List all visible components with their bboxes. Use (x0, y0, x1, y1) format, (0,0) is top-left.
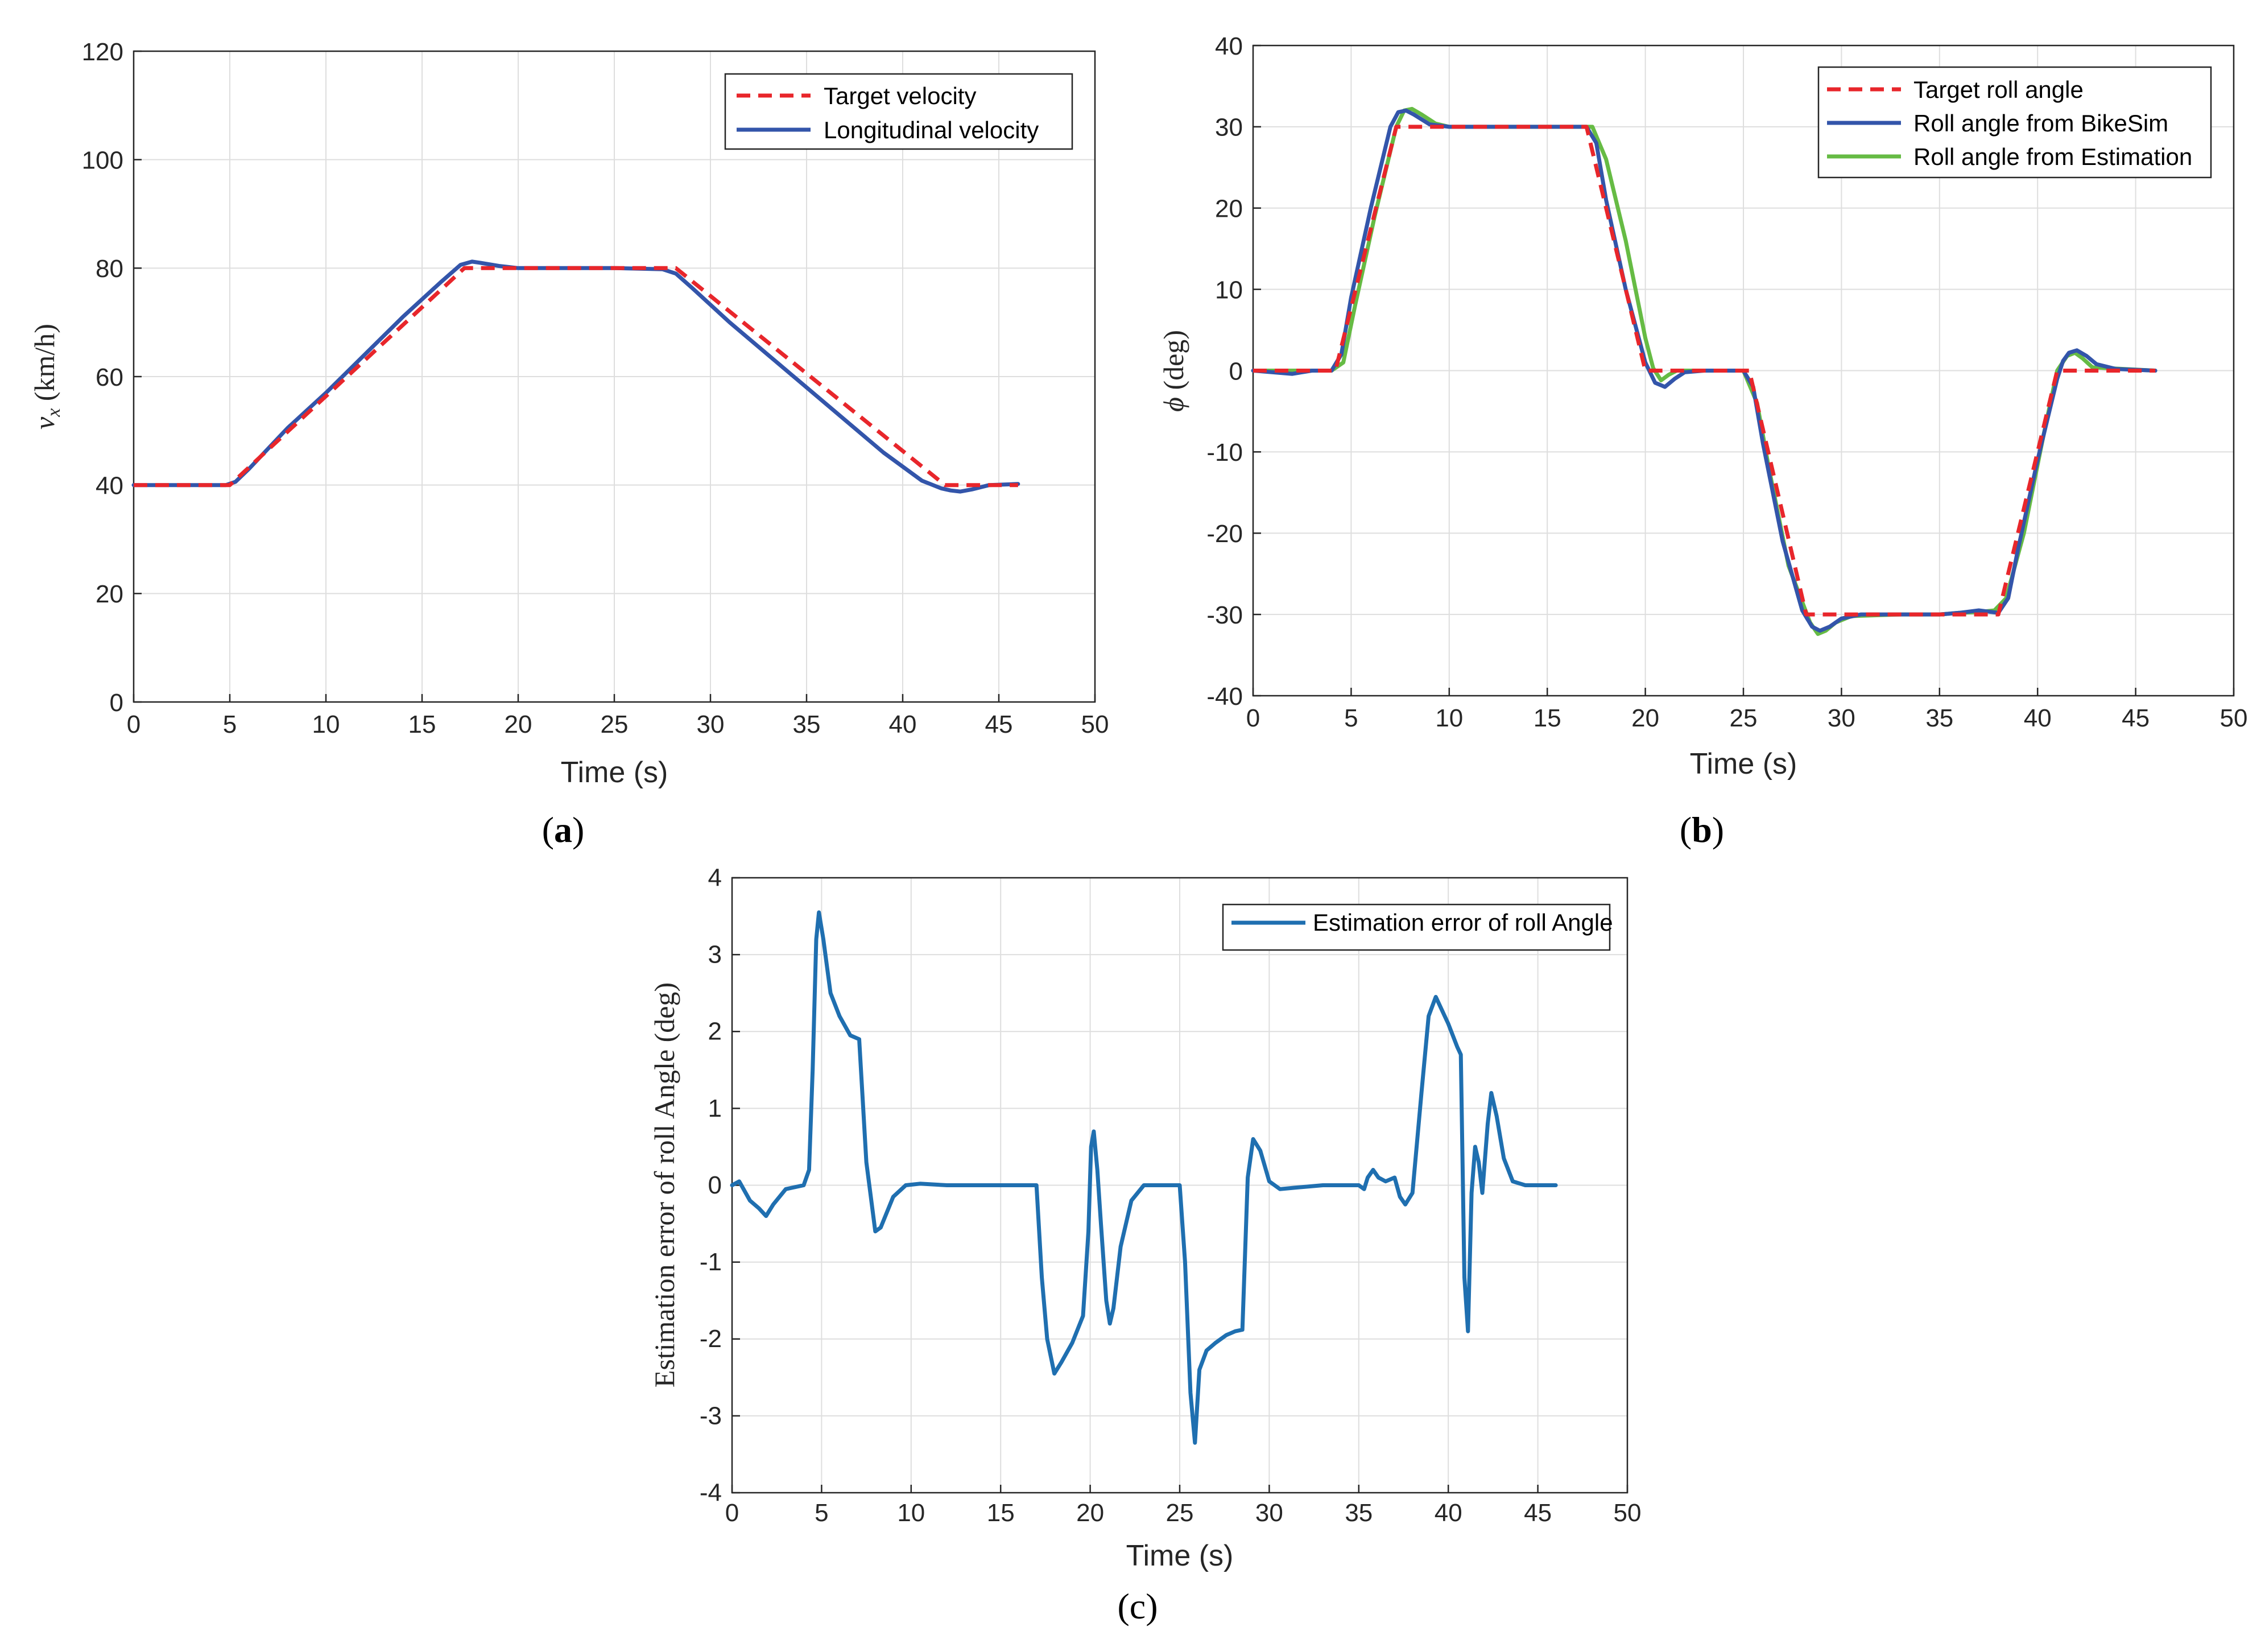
panel-b-ylabel-unit: (deg) (1158, 330, 1189, 397)
y-tick-label: 80 (96, 255, 123, 283)
y-tick-label: 0 (708, 1171, 722, 1199)
x-tick-label: 0 (1246, 704, 1260, 732)
y-tick-label: -10 (1206, 439, 1243, 466)
panel-c-ylabel: Estimation error of roll Angle (deg) (648, 982, 680, 1387)
y-tick-label: 1 (708, 1095, 722, 1122)
x-tick-label: 35 (793, 711, 821, 738)
panel-a-caption: (a) (542, 810, 585, 850)
panel-a-ylabel-unit: (km/h) (28, 324, 60, 408)
x-tick-label: 40 (1435, 1499, 1462, 1527)
x-tick-label: 40 (2024, 704, 2052, 732)
x-tick-label: 30 (1828, 704, 1855, 732)
y-tick-label: -40 (1206, 683, 1243, 711)
series-line-target-roll-angle (1253, 125, 2156, 617)
panel-b-ticks: 0 5 10 15 20 25 30 35 40 45 50 -40 -30 -20 -10 0 10 20 30 4… (1206, 32, 2247, 732)
y-tick-label: 120 (82, 38, 123, 66)
x-tick-label: 25 (601, 711, 629, 738)
x-tick-label: 20 (1631, 704, 1659, 732)
panel-a-velocity: 0 5 10 15 20 25 30 35 40 45 50 0 20 40 60 80 100 120 Time… (28, 38, 1109, 850)
panel-b-roll-angle: 0 5 10 15 20 25 30 35 40 45 50 -40 -30 -20 -10 0 10 20 30 4… (1158, 32, 2247, 850)
x-tick-label: 50 (2220, 704, 2248, 732)
panel-c-legend: Estimation error of roll Angle (1222, 903, 1613, 951)
y-tick-label: 20 (1215, 195, 1243, 223)
x-tick-label: 15 (408, 711, 436, 738)
panel-c-xlabel: Time (s) (1126, 1539, 1234, 1572)
panel-a-series (131, 259, 1020, 494)
panel-a-ylabel: vx (km/h) (28, 324, 64, 429)
series-line-target-velocity (134, 266, 1018, 488)
y-tick-label: -4 (700, 1478, 722, 1506)
panel-c-ticks: 0 5 10 15 20 25 30 35 40 45 50 -4 -3 -2 -1 0 1 2 3 4 (700, 864, 1642, 1527)
x-tick-label: 40 (889, 711, 917, 738)
panel-c-legend-box (1222, 903, 1611, 951)
x-tick-label: 35 (1925, 704, 1953, 732)
legend-estimation-error: Estimation error of roll Angle (1313, 909, 1613, 936)
panel-a-xlabel: Time (s) (561, 756, 668, 789)
x-tick-label: 30 (697, 711, 725, 738)
x-tick-label: 10 (1435, 704, 1463, 732)
y-tick-label: 60 (96, 364, 123, 391)
y-tick-label: 2 (708, 1018, 722, 1046)
panel-b-ylabel-symbol: ϕ (1158, 397, 1189, 412)
panel-a-ticks: 0 5 10 15 20 25 30 35 40 45 50 0 20 40 60 80 100 120 (82, 38, 1109, 738)
x-tick-label: 50 (1614, 1499, 1642, 1527)
x-tick-label: 50 (1081, 711, 1109, 738)
x-tick-label: 5 (223, 711, 237, 738)
x-tick-label: 0 (725, 1499, 739, 1527)
y-tick-label: 100 (82, 147, 123, 175)
y-tick-label: 3 (708, 941, 722, 969)
legend-longitudinal-velocity: Longitudinal velocity (824, 117, 1039, 143)
y-tick-label: -30 (1206, 601, 1243, 629)
y-tick-label: -3 (700, 1402, 722, 1430)
y-tick-label: 0 (110, 689, 123, 717)
y-tick-label: 10 (1215, 276, 1243, 304)
panel-b-caption: (b) (1680, 810, 1724, 850)
series-line-estimation-error-of-roll-angle (730, 910, 1558, 1445)
x-tick-label: 45 (1524, 1499, 1552, 1527)
x-tick-label: 45 (985, 711, 1013, 738)
legend-roll-angle-estimation: Roll angle from Estimation (1913, 143, 2192, 170)
x-tick-label: 25 (1730, 704, 1758, 732)
x-tick-label: 5 (1344, 704, 1358, 732)
panel-a-legend: Target velocity Longitudinal velocity (724, 73, 1073, 150)
y-tick-label: -20 (1206, 520, 1243, 548)
panel-b-ylabel: ϕ (deg) (1158, 330, 1189, 412)
panel-c-estimation-error: 0 5 10 15 20 25 30 35 40 45 50 -4 -3 -2 -1 0 1 2 3 4 Time (… (648, 864, 1641, 1626)
y-tick-label: 20 (96, 580, 123, 608)
x-tick-label: 15 (1534, 704, 1561, 732)
panel-c-caption: (c) (1117, 1586, 1158, 1626)
panel-b-xlabel: Time (s) (1690, 747, 1797, 780)
x-tick-label: 10 (312, 711, 340, 738)
x-tick-label: 45 (2122, 704, 2150, 732)
legend-target-velocity: Target velocity (824, 82, 976, 109)
panel-a-legend-box (724, 73, 1073, 150)
panel-b-series (1251, 106, 2157, 636)
y-tick-label: 30 (1215, 114, 1243, 142)
x-tick-label: 20 (505, 711, 532, 738)
x-tick-label: 25 (1166, 1499, 1194, 1527)
x-tick-label: 20 (1076, 1499, 1104, 1527)
legend-target-roll-angle: Target roll angle (1913, 76, 2084, 103)
y-tick-label: -1 (700, 1248, 722, 1276)
x-tick-label: 10 (897, 1499, 925, 1527)
x-tick-label: 5 (815, 1499, 828, 1527)
y-tick-label: -2 (700, 1325, 722, 1353)
y-tick-label: 0 (1229, 357, 1243, 385)
y-tick-label: 40 (1215, 32, 1243, 60)
x-tick-label: 15 (987, 1499, 1015, 1527)
panel-b-legend: Target roll angle Roll angle from BikeSi… (1817, 66, 2212, 179)
y-tick-label: 4 (708, 864, 722, 891)
x-tick-label: 0 (127, 711, 140, 738)
panel-a-ylabel-sub: x (43, 408, 64, 418)
legend-roll-angle-bikesim: Roll angle from BikeSim (1913, 110, 2168, 137)
panel-c-series (730, 910, 1558, 1445)
x-tick-label: 35 (1345, 1499, 1373, 1527)
x-tick-label: 30 (1255, 1499, 1283, 1527)
panel-a-ylabel-symbol: v (28, 416, 60, 429)
y-tick-label: 40 (96, 472, 123, 500)
